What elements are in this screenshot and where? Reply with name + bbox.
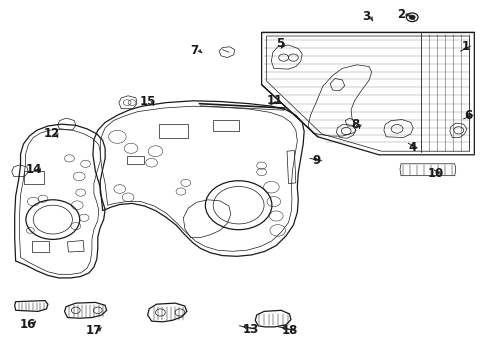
- Text: 6: 6: [463, 109, 471, 122]
- Text: 11: 11: [266, 94, 283, 107]
- Text: 7: 7: [190, 44, 198, 57]
- Text: 1: 1: [461, 40, 468, 53]
- Text: 13: 13: [242, 323, 258, 336]
- Text: 14: 14: [26, 163, 42, 176]
- Circle shape: [408, 15, 414, 19]
- Text: 17: 17: [85, 324, 102, 337]
- Text: 9: 9: [312, 154, 320, 167]
- Text: 12: 12: [43, 127, 60, 140]
- Text: 3: 3: [361, 10, 369, 23]
- Text: 8: 8: [350, 118, 358, 131]
- Text: 15: 15: [139, 95, 156, 108]
- Text: 5: 5: [275, 37, 283, 50]
- Text: 4: 4: [407, 141, 415, 154]
- Text: 18: 18: [281, 324, 297, 337]
- Text: 10: 10: [427, 167, 444, 180]
- Text: 2: 2: [396, 8, 404, 21]
- Text: 16: 16: [20, 318, 37, 331]
